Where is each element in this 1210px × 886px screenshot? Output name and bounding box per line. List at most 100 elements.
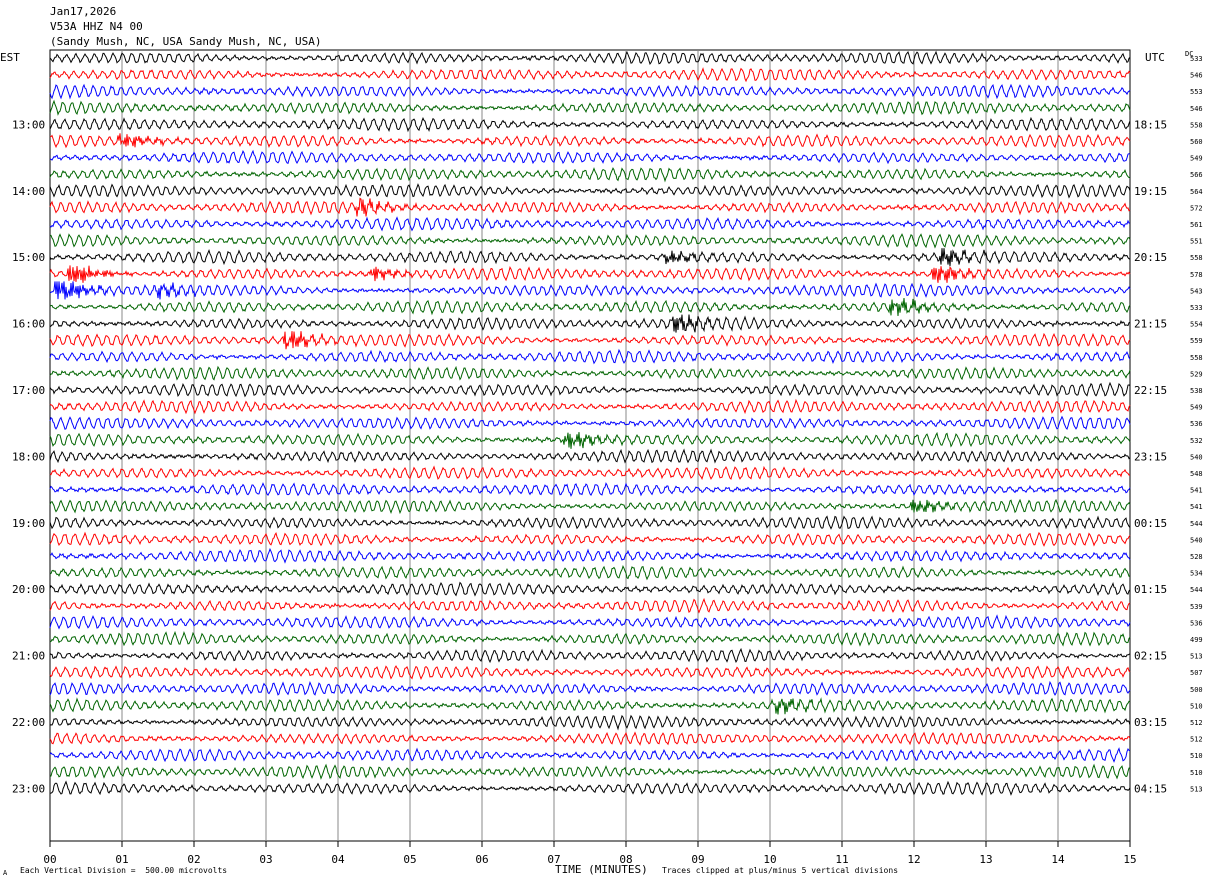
dc-offset-label: 536	[1190, 619, 1203, 627]
dc-offset-label: 532	[1190, 437, 1203, 445]
header-date: Jan17,2026	[50, 5, 117, 18]
right-hour-label: 22:15	[1134, 384, 1167, 397]
trace-line-13	[49, 265, 1131, 283]
trace-line-12	[49, 248, 1131, 267]
left-hour-label: 16:00	[12, 318, 45, 331]
trace-line-7	[49, 167, 1131, 183]
x-tick-label: 14	[1051, 853, 1065, 866]
dc-offset-label: 510	[1190, 769, 1203, 777]
trace-line-27	[49, 498, 1131, 515]
trace-line-38	[49, 680, 1131, 696]
x-tick-label: 13	[979, 853, 992, 866]
right-hour-label: 03:15	[1134, 716, 1167, 729]
trace-line-18	[49, 348, 1131, 365]
dc-offset-label: 560	[1190, 138, 1203, 146]
right-hour-label: 21:15	[1134, 318, 1167, 331]
dc-offset-label: 578	[1190, 271, 1203, 279]
dc-offset-label: 538	[1190, 387, 1203, 395]
dc-offset-label: 499	[1190, 636, 1203, 644]
left-hour-label: 22:00	[12, 716, 45, 729]
dc-offset-label: 500	[1190, 686, 1203, 694]
x-tick-label: 01	[115, 853, 128, 866]
x-tick-label: 00	[43, 853, 56, 866]
dc-offset-label: 536	[1190, 420, 1203, 428]
trace-line-8	[49, 183, 1131, 199]
trace-line-1	[49, 67, 1131, 83]
dc-offset-label: 546	[1190, 105, 1203, 113]
dc-offset-label: 544	[1190, 586, 1203, 594]
header-station: V53A HHZ N4 00	[50, 20, 143, 33]
trace-line-5	[49, 133, 1131, 149]
dc-offset-label: 512	[1190, 719, 1203, 727]
x-tick-label: 02	[187, 853, 200, 866]
dc-offset-label: 551	[1190, 238, 1203, 246]
dc-offset-label: 513	[1190, 653, 1203, 661]
trace-line-24	[49, 448, 1131, 464]
dc-offset-label: 528	[1190, 553, 1203, 561]
plot-labels: 00 01 02 03 04 05 06 07 08 09 10 11 12 13 14 15 533 546 55…	[12, 55, 1203, 866]
trace-line-32	[49, 581, 1131, 597]
trace-line-41	[49, 731, 1131, 746]
x-axis-title: TIME (MINUTES)	[555, 863, 648, 876]
trace-line-33	[49, 597, 1131, 614]
left-hour-label: 21:00	[12, 650, 45, 663]
dc-offset-label: 541	[1190, 487, 1203, 495]
trace-line-28	[49, 515, 1131, 530]
trace-line-31	[49, 564, 1130, 581]
trace-line-16	[49, 314, 1131, 333]
dc-offset-label: 534	[1190, 570, 1203, 578]
dc-offset-label: 558	[1190, 121, 1203, 129]
right-hour-label: 18:15	[1134, 118, 1167, 131]
seismic-traces	[49, 50, 1131, 796]
clip-note: Traces clipped at plus/minus 5 vertical …	[662, 866, 899, 875]
plot-frame	[49, 49, 1131, 842]
left-hour-label: 17:00	[12, 384, 45, 397]
dc-offset-label: 549	[1190, 404, 1203, 412]
dc-offset-label: 529	[1190, 370, 1203, 378]
dc-offset-label: 558	[1190, 254, 1203, 262]
header-location: (Sandy Mush, NC, USA Sandy Mush, NC, USA…	[50, 35, 322, 48]
trace-line-34	[49, 614, 1131, 630]
dc-column-label: DC	[1185, 50, 1193, 58]
trace-line-43	[49, 763, 1131, 780]
right-timezone-label: UTC	[1145, 51, 1165, 64]
right-hour-label: 20:15	[1134, 251, 1167, 264]
trace-line-22	[49, 415, 1131, 430]
trace-line-39	[49, 697, 1131, 715]
left-hour-label: 14:00	[12, 185, 45, 198]
dc-offset-label: 549	[1190, 155, 1203, 163]
left-hour-label: 18:00	[12, 450, 45, 463]
dc-offset-label: 510	[1190, 702, 1203, 710]
dc-offset-label: 541	[1190, 503, 1203, 511]
dc-offset-label: 539	[1190, 603, 1203, 611]
trace-line-29	[49, 531, 1131, 547]
vertical-scale-note: Each Vertical Division = 500.00 microvol…	[20, 866, 228, 875]
trace-line-10	[49, 216, 1131, 232]
x-tick-label: 10	[763, 853, 776, 866]
footer-mark: A	[3, 869, 8, 877]
x-tick-label: 05	[403, 853, 416, 866]
x-tick-label: 06	[475, 853, 488, 866]
trace-line-4	[49, 116, 1131, 133]
left-hour-label: 20:00	[12, 583, 45, 596]
dc-offset-label: 546	[1190, 72, 1203, 80]
dc-offset-label: 543	[1190, 287, 1203, 295]
trace-line-44	[49, 780, 1131, 796]
trace-line-9	[49, 197, 1131, 217]
dc-offset-label: 561	[1190, 221, 1203, 229]
dc-offset-label: 558	[1190, 354, 1203, 362]
dc-offset-label: 566	[1190, 171, 1203, 179]
dc-offset-label: 572	[1190, 204, 1203, 212]
right-hour-label: 02:15	[1134, 650, 1167, 663]
dc-offset-label: 553	[1190, 88, 1203, 96]
trace-line-11	[49, 233, 1131, 249]
dc-offset-label: 510	[1190, 752, 1203, 760]
x-tick-label: 12	[907, 853, 920, 866]
right-hour-label: 04:15	[1134, 782, 1167, 795]
dc-offset-label: 564	[1190, 188, 1203, 196]
dc-offset-label: 540	[1190, 453, 1203, 461]
left-hour-label: 19:00	[12, 517, 45, 530]
trace-line-0	[49, 50, 1131, 65]
left-timezone-label: EST	[0, 51, 20, 64]
